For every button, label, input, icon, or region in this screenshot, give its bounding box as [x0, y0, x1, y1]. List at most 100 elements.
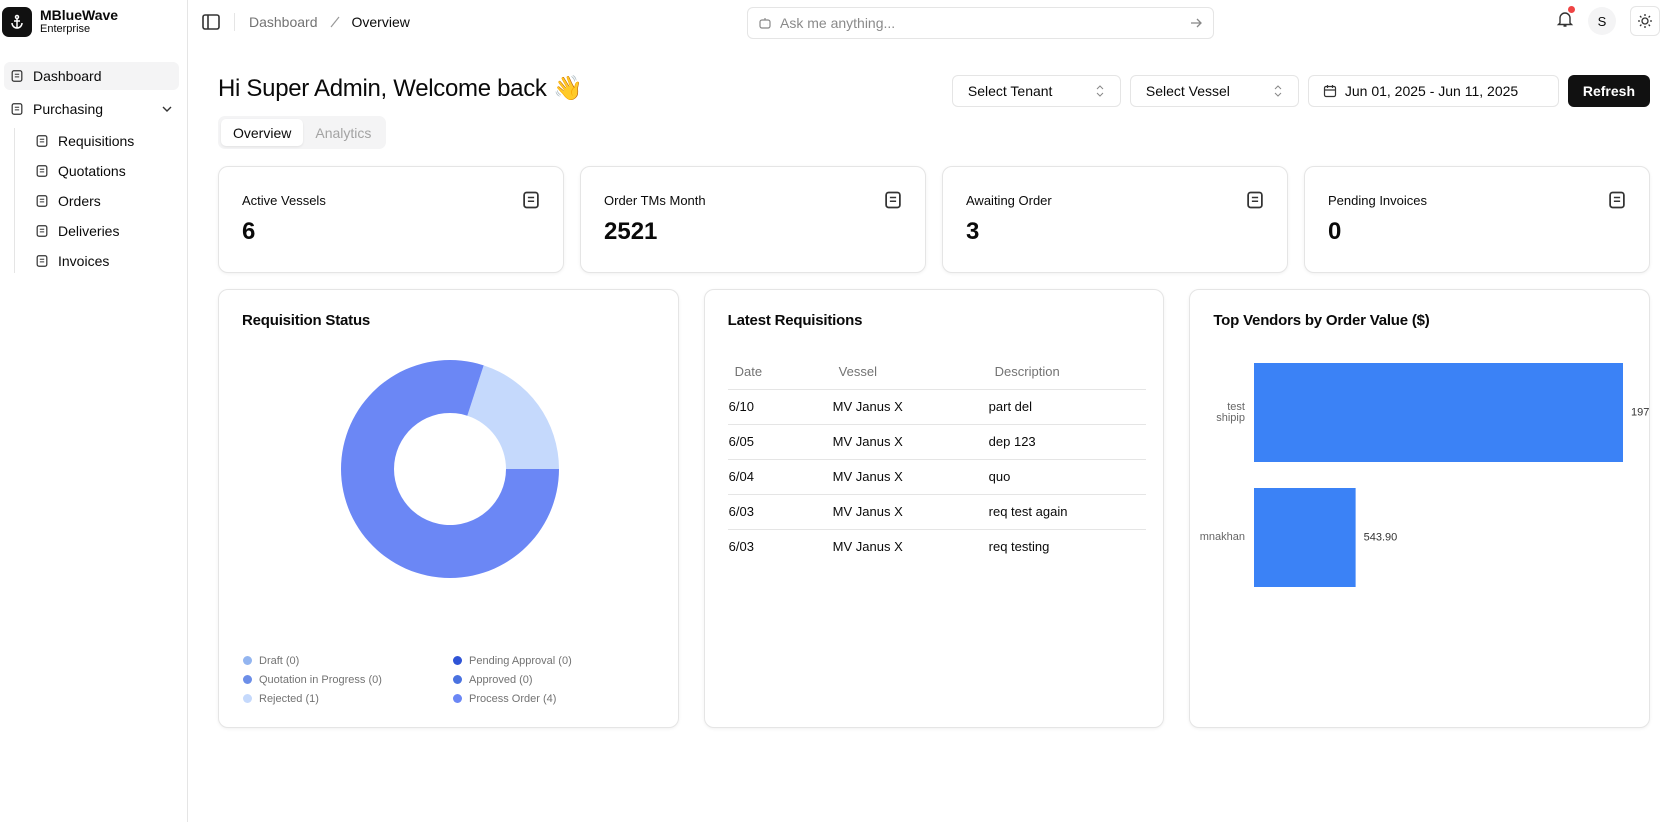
table-cell: 6/04: [727, 459, 832, 495]
brand-edition: Enterprise: [40, 23, 91, 35]
icon: [1609, 191, 1625, 209]
table-cell: dep 123: [987, 424, 1146, 460]
legend-label: Approved (0): [469, 673, 533, 686]
icon: [11, 70, 23, 82]
tab[interactable]: Analytics: [315, 124, 372, 141]
icon-shape: [39, 138, 45, 142]
nav-item[interactable]: Orders: [29, 188, 179, 213]
bar-value-label: 543.90: [1364, 531, 1398, 543]
bar: [1254, 363, 1624, 462]
nav-item[interactable]: Quotations: [29, 158, 179, 183]
stat-card: Pending Invoices 0: [1304, 166, 1650, 273]
table-row: 6/03 MV Janus X req testing: [728, 529, 1146, 564]
table-cell: MV Janus X: [831, 494, 988, 530]
icon: [36, 194, 48, 207]
table-card: Latest Requisitions Date Vessel Descriptio…: [703, 289, 1165, 728]
select-label: Select Tenant: [967, 83, 1053, 99]
icon-shape: [1247, 191, 1263, 209]
icon: [36, 224, 48, 237]
icon-shape: [1609, 191, 1625, 209]
legend-label: Pending Approval (0): [469, 654, 572, 667]
nav-label: Deliveries: [58, 222, 120, 239]
pie-slice: [341, 360, 559, 578]
filters: Select Tenant Select Vessel Jun 01, 2025…: [951, 75, 1650, 107]
column-header: Date: [727, 354, 832, 390]
search-placeholder: Ask me anything...: [780, 15, 896, 31]
table-cell: MV Janus X: [831, 389, 988, 425]
icon-shape: [39, 258, 45, 262]
nav-sub: Requisitions Quotations Orders Deliveries In…: [14, 128, 179, 273]
brand: MBlueWave Enterprise: [0, 0, 187, 44]
search-box[interactable]: Ask me anything...: [747, 7, 1214, 39]
legend-label: Quotation in Progress (0): [259, 673, 382, 686]
greeting: Hi Super Admin, Welcome back 👋: [218, 75, 583, 102]
icon: [36, 134, 48, 147]
table-cell: req test again: [987, 494, 1146, 530]
column-header: Vessel: [831, 354, 988, 390]
date-picker[interactable]: Jun 01, 2025 - Jun 11, 2025: [1307, 75, 1559, 107]
nav: Dashboard Purchasing Requisitions Quotation…: [0, 62, 187, 273]
icon-shape: [527, 196, 535, 202]
icon-shape: [36, 194, 48, 207]
tabs: Overview Analytics: [218, 116, 387, 149]
legend-swatch: [453, 694, 462, 703]
bar: [1254, 488, 1356, 587]
legend-item: Draft (0): [243, 653, 453, 668]
nav-item[interactable]: Requisitions: [29, 128, 179, 153]
sidebar-toggle[interactable]: [201, 12, 221, 32]
table-cell: 6/10: [727, 389, 832, 425]
notification-dot: [1568, 5, 1575, 13]
nav-label: Quotations: [58, 162, 126, 179]
icon-shape: [39, 228, 45, 232]
refresh-button[interactable]: Refresh: [1567, 75, 1650, 107]
table-header: Date Vessel Description: [727, 354, 1146, 390]
table-cell: quo: [987, 459, 1146, 495]
avatar[interactable]: S: [1588, 7, 1616, 35]
nav-label: Invoices: [58, 252, 110, 269]
legend-label: Process Order (4): [469, 692, 557, 705]
table-cell: 6/03: [728, 539, 754, 555]
theme-toggle[interactable]: [1630, 6, 1660, 36]
table-cell: 6/05: [727, 424, 832, 460]
vessel-select[interactable]: Select Vessel: [1129, 75, 1299, 107]
nav-item[interactable]: Deliveries: [29, 218, 179, 243]
icon-shape: [1613, 196, 1621, 202]
legend-swatch: [243, 656, 252, 665]
tenant-select[interactable]: Select Tenant: [951, 75, 1121, 107]
icon-shape: [39, 168, 45, 172]
chart-title: Requisition Status: [242, 312, 371, 329]
legend-item: Process Order (4): [453, 691, 653, 706]
nav-item[interactable]: Purchasing: [4, 95, 179, 123]
nav-label: Requisitions: [58, 132, 135, 149]
breadcrumb: Dashboard Overview: [249, 14, 410, 30]
stat-icon: [521, 190, 541, 215]
legend-swatch: [453, 675, 462, 684]
legend-label: Rejected (1): [259, 692, 319, 705]
stat-value: 2521: [604, 218, 658, 245]
stat-label: Order TMs Month: [604, 193, 706, 208]
breadcrumb-link[interactable]: Dashboard: [249, 13, 318, 30]
breadcrumb-sep: [330, 16, 339, 27]
nav-item[interactable]: Dashboard: [4, 62, 179, 90]
stat-icon: [1245, 190, 1265, 215]
brand-name: MBlueWave: [40, 7, 119, 23]
table-cell: part del: [987, 389, 1146, 425]
panels: Requisition Status Draft (0) Pending Appr…: [218, 289, 1650, 728]
stat-icon: [883, 190, 903, 215]
nav-label: Purchasing: [33, 101, 104, 117]
icon-shape: [523, 191, 539, 209]
topbar: Dashboard Overview Ask me anything... S: [188, 0, 1668, 43]
breadcrumb-current: Overview: [351, 13, 410, 30]
icon-shape: [11, 103, 23, 115]
tab[interactable]: Overview: [221, 119, 304, 146]
icon: [523, 191, 539, 209]
icon-shape: [885, 191, 901, 209]
nav-item[interactable]: Invoices: [29, 248, 179, 273]
notifications[interactable]: [1556, 5, 1575, 33]
legend-item: Rejected (1): [243, 691, 453, 706]
